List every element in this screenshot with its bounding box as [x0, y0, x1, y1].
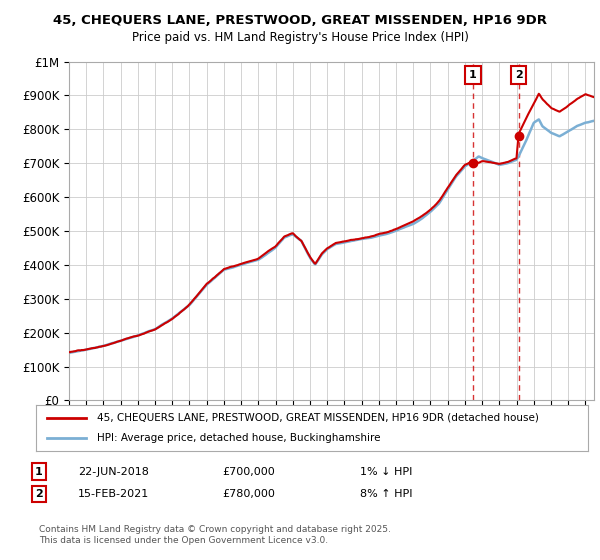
Text: 8% ↑ HPI: 8% ↑ HPI	[360, 489, 413, 499]
Text: HPI: Average price, detached house, Buckinghamshire: HPI: Average price, detached house, Buck…	[97, 433, 380, 443]
Text: 15-FEB-2021: 15-FEB-2021	[78, 489, 149, 499]
Text: 2: 2	[515, 70, 523, 80]
Text: 1: 1	[35, 466, 43, 477]
Text: £700,000: £700,000	[222, 466, 275, 477]
Text: 2: 2	[35, 489, 43, 499]
Text: 22-JUN-2018: 22-JUN-2018	[78, 466, 149, 477]
Text: £780,000: £780,000	[222, 489, 275, 499]
Text: 45, CHEQUERS LANE, PRESTWOOD, GREAT MISSENDEN, HP16 9DR (detached house): 45, CHEQUERS LANE, PRESTWOOD, GREAT MISS…	[97, 413, 539, 423]
Text: Contains HM Land Registry data © Crown copyright and database right 2025.
This d: Contains HM Land Registry data © Crown c…	[39, 525, 391, 545]
Text: 1: 1	[469, 70, 477, 80]
Text: 1% ↓ HPI: 1% ↓ HPI	[360, 466, 412, 477]
Text: 45, CHEQUERS LANE, PRESTWOOD, GREAT MISSENDEN, HP16 9DR: 45, CHEQUERS LANE, PRESTWOOD, GREAT MISS…	[53, 14, 547, 27]
Text: Price paid vs. HM Land Registry's House Price Index (HPI): Price paid vs. HM Land Registry's House …	[131, 31, 469, 44]
